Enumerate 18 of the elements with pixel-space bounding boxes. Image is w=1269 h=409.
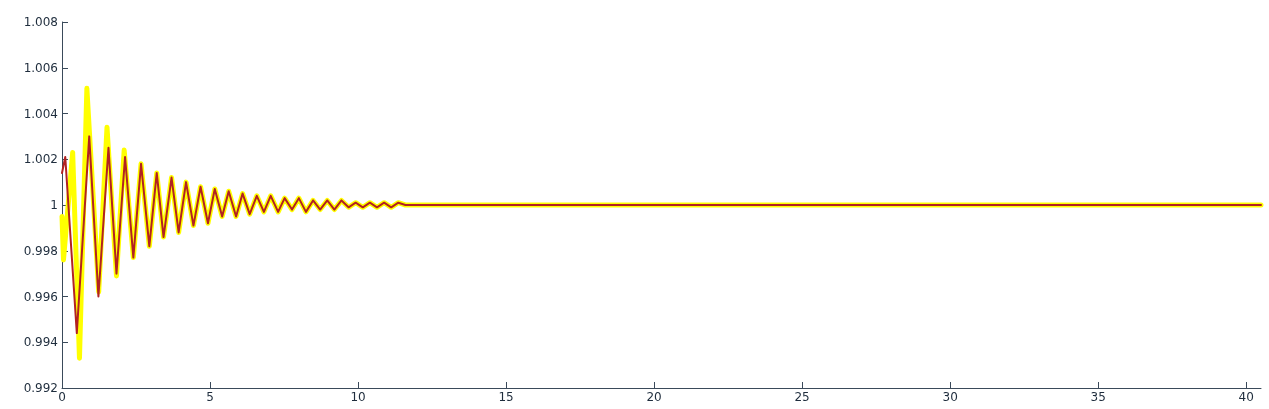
x-tick-label: 15 [498, 390, 514, 404]
y-tick-label: 1.004 [23, 106, 58, 121]
y-tick-label: 0.992 [23, 381, 58, 395]
y-tick-label: 1.008 [23, 15, 58, 29]
x-tick-label: 10 [350, 390, 366, 404]
x-tick-label: 0 [58, 390, 66, 404]
x-tick-label: 35 [1090, 390, 1106, 404]
y-tick-label: 1.006 [23, 60, 58, 75]
y-tick-label: 0.998 [23, 243, 58, 258]
y-tick-label: 0.996 [23, 289, 58, 304]
x-tick-label: 30 [942, 390, 958, 404]
x-tick-label: 25 [794, 390, 810, 404]
y-tick-label: 1.002 [23, 152, 58, 167]
x-tick-label: 5 [206, 390, 214, 404]
x-tick-label: 40 [1238, 390, 1254, 404]
x-tick-label: 20 [646, 390, 662, 404]
y-tick-label: 1 [50, 198, 58, 212]
y-tick-label: 0.994 [23, 335, 58, 350]
